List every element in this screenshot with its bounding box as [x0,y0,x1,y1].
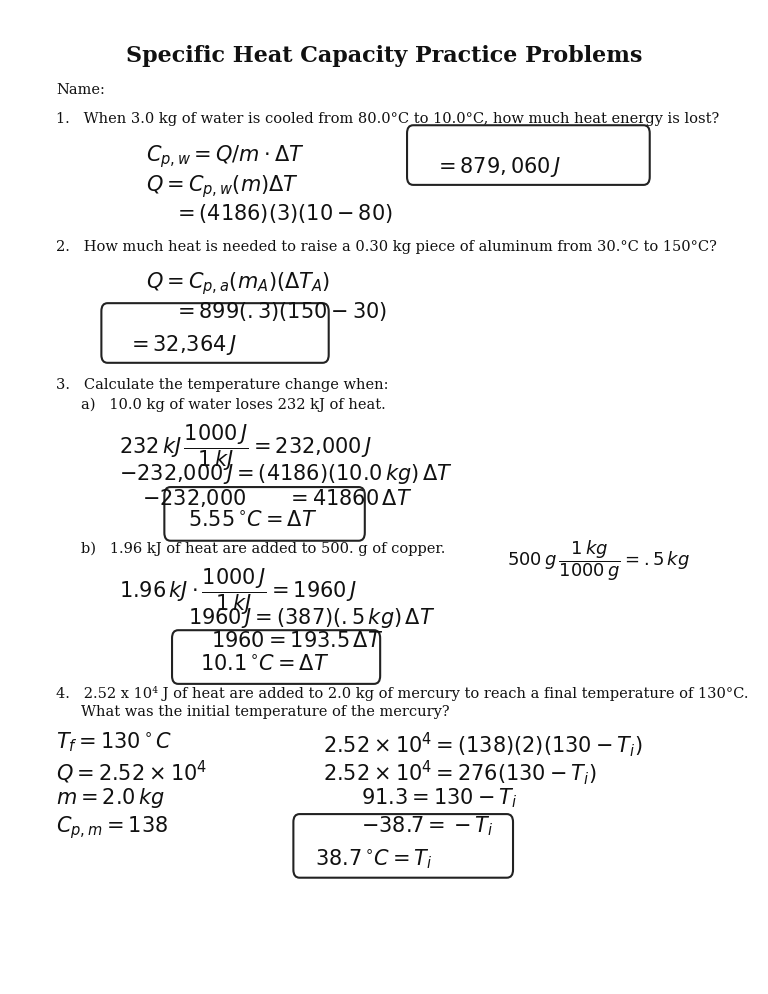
Text: What was the initial temperature of the mercury?: What was the initial temperature of the … [81,705,449,719]
Text: $-232{,}000 \quad\quad = 41860\,\Delta T$: $-232{,}000 \quad\quad = 41860\,\Delta T… [142,487,412,509]
Text: $2.52\times10^4 = 276(130-T_i)$: $2.52\times10^4 = 276(130-T_i)$ [323,758,596,787]
Text: $232\,kJ\,\dfrac{1000\,J}{1\,kJ} = 232{,}000\,J$: $232\,kJ\,\dfrac{1000\,J}{1\,kJ} = 232{,… [119,422,372,473]
Text: $C_{p,m} = 138$: $C_{p,m} = 138$ [56,814,168,841]
Text: 4.   2.52 x 10⁴ J of heat are added to 2.0 kg of mercury to reach a final temper: 4. 2.52 x 10⁴ J of heat are added to 2.0… [56,686,749,701]
Text: $Q = C_{p,a}(m_A)(\Delta T_A)$: $Q = C_{p,a}(m_A)(\Delta T_A)$ [146,270,330,297]
Text: $1960\,J = (387)(.5\,kg)\,\Delta T$: $1960\,J = (387)(.5\,kg)\,\Delta T$ [188,606,435,630]
Text: $500\,g\,\dfrac{1\,kg}{1000\,g} = .5\,kg$: $500\,g\,\dfrac{1\,kg}{1000\,g} = .5\,kg… [507,539,690,583]
Text: Name:: Name: [56,83,105,96]
FancyBboxPatch shape [172,630,380,684]
Text: $\mathit{C}_{p,w} = Q/m\cdot\Delta T$: $\mathit{C}_{p,w} = Q/m\cdot\Delta T$ [146,143,304,170]
Text: 3.   Calculate the temperature change when:: 3. Calculate the temperature change when… [56,378,389,392]
Text: $1960 = 193.5\,\Delta T$: $1960 = 193.5\,\Delta T$ [211,631,383,651]
Text: $T_f = 130^\circ C$: $T_f = 130^\circ C$ [56,731,172,754]
FancyBboxPatch shape [407,125,650,185]
Text: $Q = C_{p,w}(m)\Delta T$: $Q = C_{p,w}(m)\Delta T$ [146,173,299,200]
FancyBboxPatch shape [101,303,329,363]
Text: $= 32{,}364\,J$: $= 32{,}364\,J$ [127,333,237,357]
Text: $10.1^\circ\!C = \Delta T$: $10.1^\circ\!C = \Delta T$ [200,654,329,674]
Text: $Q = 2.52\times10^4$: $Q = 2.52\times10^4$ [56,758,207,785]
FancyBboxPatch shape [164,487,365,541]
Text: $5.55^\circ\!C = \Delta T$: $5.55^\circ\!C = \Delta T$ [188,510,317,530]
Text: 1.   When 3.0 kg of water is cooled from 80.0°C to 10.0°C, how much heat energy : 1. When 3.0 kg of water is cooled from 8… [56,112,720,126]
Text: $=879,060\,J$: $=879,060\,J$ [434,155,561,179]
FancyBboxPatch shape [293,814,513,878]
Text: $m = 2.0\,kg$: $m = 2.0\,kg$ [56,786,165,810]
Text: $-38.7 = -T_i$: $-38.7 = -T_i$ [361,814,493,838]
Text: $= 899(.3)(150-30)$: $= 899(.3)(150-30)$ [173,300,387,323]
Text: 2.   How much heat is needed to raise a 0.30 kg piece of aluminum from 30.°C to : 2. How much heat is needed to raise a 0.… [56,240,717,253]
Text: $38.7^\circ\!C = T_i$: $38.7^\circ\!C = T_i$ [315,848,432,872]
Text: Specific Heat Capacity Practice Problems: Specific Heat Capacity Practice Problems [126,45,642,67]
Text: $1.96\,kJ\cdot\dfrac{1000\,J}{1\,kJ} = 1960\,J$: $1.96\,kJ\cdot\dfrac{1000\,J}{1\,kJ} = 1… [119,567,357,617]
Text: $91.3 = 130-T_i$: $91.3 = 130-T_i$ [361,786,518,810]
Text: a)   10.0 kg of water loses 232 kJ of heat.: a) 10.0 kg of water loses 232 kJ of heat… [81,398,386,412]
Text: b)   1.96 kJ of heat are added to 500. g of copper.: b) 1.96 kJ of heat are added to 500. g o… [81,542,445,556]
Text: $2.52\times10^4=(138)(2)(130-T_i)$: $2.52\times10^4=(138)(2)(130-T_i)$ [323,731,642,759]
Text: $=(4186)(3)(10-80)$: $=(4186)(3)(10-80)$ [173,202,392,225]
Text: $-232{,}000\,J = (4186)(10.0\,kg)\,\Delta T$: $-232{,}000\,J = (4186)(10.0\,kg)\,\Delt… [119,462,452,486]
